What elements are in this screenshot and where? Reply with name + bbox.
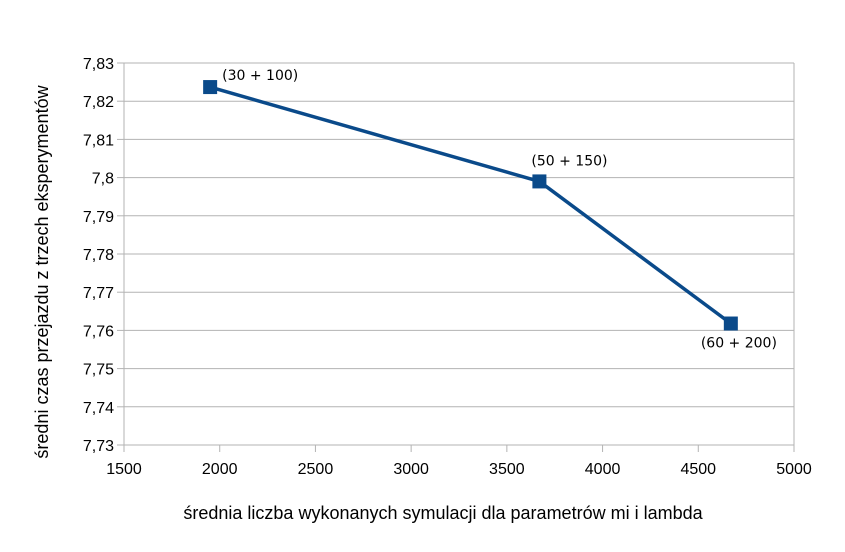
x-tick-labels: 1500 2000 2500 3000 3500 4000 4500 5000: [106, 461, 812, 478]
y-tick-label: 7,73: [83, 438, 114, 455]
y-tick-labels: 7,73 7,74 7,75 7,76 7,77 7,78 7,79 7,8 7,81 7,82 7…: [83, 56, 114, 455]
x-tick-label: 4500: [680, 461, 716, 478]
y-tick-label: 7,75: [83, 362, 114, 379]
y-tick-label: 7,74: [83, 400, 114, 417]
y-tick-label: 7,8: [92, 171, 114, 188]
x-tick-label: 2000: [202, 461, 238, 478]
y-tick-label: 7,77: [83, 285, 114, 302]
x-tick-label: 3000: [393, 461, 429, 478]
x-tick-label: 2500: [298, 461, 334, 478]
x-tick-label: 5000: [776, 461, 812, 478]
y-tick-label: 7,82: [83, 94, 114, 111]
data-point-label: (30 + 100): [222, 68, 298, 84]
x-tick-label: 3500: [489, 461, 525, 478]
point-labels: (30 + 100) (50 + 150) (60 + 200): [222, 68, 777, 351]
data-point-marker: [203, 80, 218, 95]
gridlines: [124, 62, 794, 446]
y-tick-label: 7,83: [83, 56, 114, 73]
data-point-label: (60 + 200): [701, 336, 777, 352]
data-point-label: (50 + 150): [531, 153, 607, 169]
x-axis-title: średnia liczba wykonanych symulacji dla …: [183, 503, 703, 523]
x-tick-label: 1500: [106, 461, 142, 478]
data-point-marker: [723, 316, 738, 331]
y-tick-label: 7,76: [83, 323, 114, 340]
x-tick-label: 4000: [585, 461, 621, 478]
data-point-marker: [532, 174, 547, 189]
y-axis-title: średni czas przejazdu z trzech eksperyme…: [32, 84, 52, 458]
y-tick-label: 7,78: [83, 247, 114, 264]
y-tick-label: 7,81: [83, 132, 114, 149]
series-line: [209, 85, 732, 325]
series: [203, 80, 738, 331]
axes: [117, 62, 795, 452]
y-tick-label: 7,79: [83, 209, 114, 226]
